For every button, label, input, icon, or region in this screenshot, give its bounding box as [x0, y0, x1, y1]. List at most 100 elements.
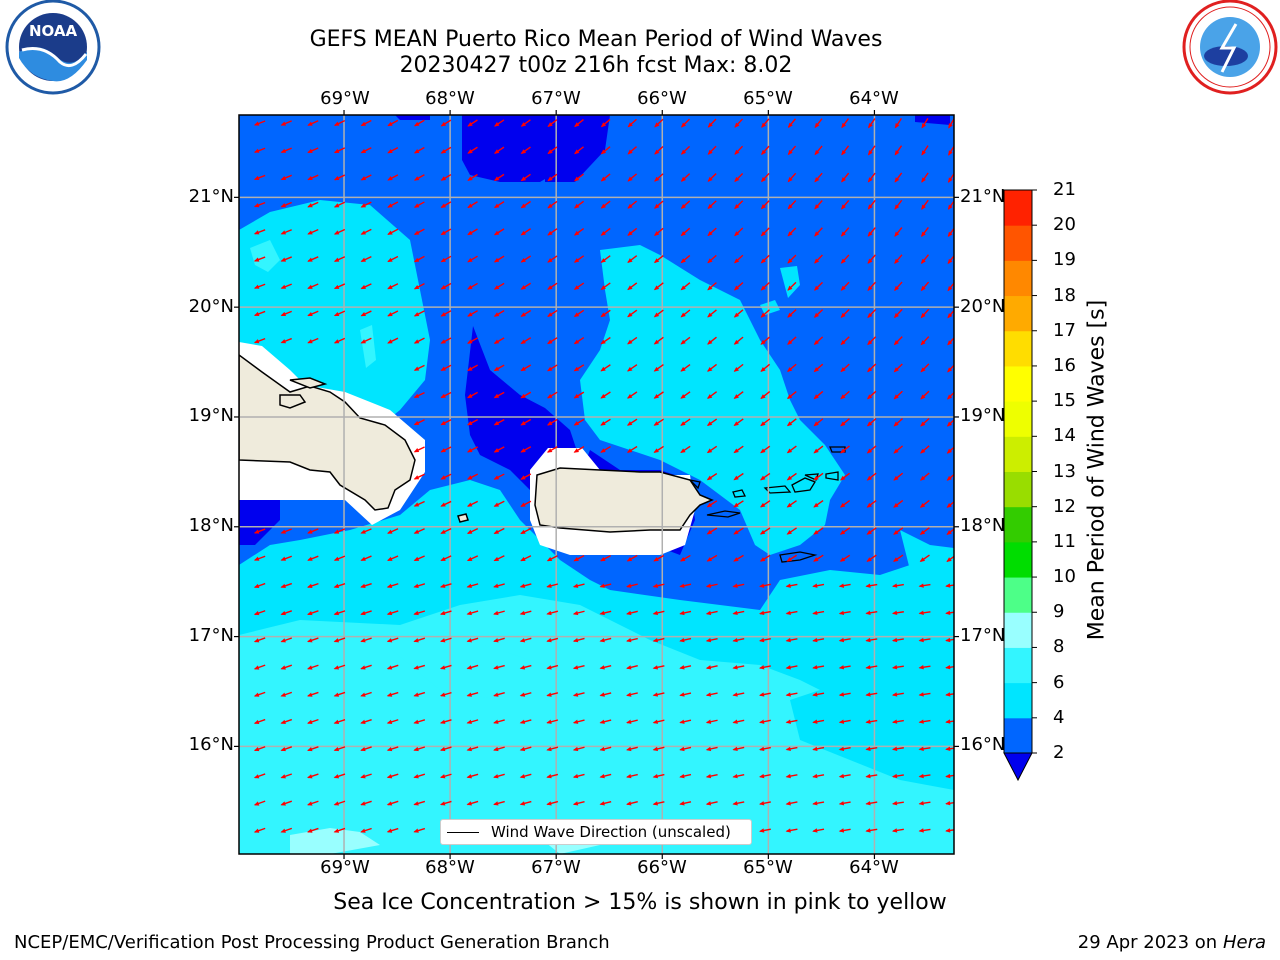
wave-direction-arrow [679, 637, 692, 643]
wave-direction-arrow [599, 692, 612, 697]
wave-direction-arrow [600, 364, 611, 372]
wave-direction-arrow [627, 255, 638, 263]
wave-direction-arrow [333, 119, 346, 127]
wave-direction-arrow [439, 583, 452, 588]
wave-direction-arrow [652, 719, 665, 724]
wave-direction-arrow [760, 363, 771, 372]
wave-direction-arrow [546, 800, 559, 806]
wave-direction-arrow [707, 363, 717, 372]
wave-direction-arrow [866, 554, 877, 562]
wave-direction-arrow [574, 119, 584, 128]
wave-direction-arrow [547, 364, 558, 372]
map-panel [239, 115, 954, 854]
wave-direction-arrow [652, 773, 665, 779]
wave-direction-arrow [520, 228, 531, 236]
wave-direction-arrow [919, 499, 930, 508]
wave-direction-arrow [280, 120, 292, 126]
wave-direction-arrow [760, 500, 771, 508]
wave-direction-arrow [547, 255, 558, 263]
wave-direction-arrow [546, 446, 558, 453]
wave-direction-arrow [760, 418, 771, 427]
wave-direction-arrow [466, 583, 479, 588]
wave-direction-arrow [733, 418, 744, 427]
wave-direction-arrow [945, 801, 954, 806]
wave-direction-arrow [520, 282, 532, 290]
wave-direction-arrow [600, 255, 611, 263]
wave-direction-arrow [920, 390, 930, 400]
wave-direction-arrow [253, 201, 266, 208]
wave-direction-arrow [707, 282, 717, 291]
wave-direction-arrow [680, 173, 691, 182]
wave-direction-arrow [493, 500, 505, 507]
wave-direction-arrow [493, 800, 505, 806]
wave-direction-arrow [733, 336, 744, 345]
wave-direction-arrow [866, 499, 877, 508]
wave-direction-arrow [626, 719, 638, 724]
colorbar-underflow-triangle [1003, 752, 1033, 782]
wave-direction-arrow [865, 719, 878, 724]
wave-direction-arrow [732, 610, 745, 616]
wave-direction-arrow [894, 281, 903, 292]
wave-direction-arrow [733, 391, 744, 399]
wave-direction-arrow [945, 828, 954, 833]
wave-direction-arrow [440, 173, 452, 181]
wave-direction-arrow [573, 337, 585, 345]
wave-direction-arrow [787, 145, 797, 156]
wave-direction-arrow [333, 719, 346, 724]
wave-direction-arrow [759, 637, 771, 643]
wave-direction-arrow [785, 583, 798, 588]
legend-line-swatch [447, 832, 479, 833]
wave-direction-arrow [626, 583, 638, 588]
wave-direction-arrow [333, 310, 346, 317]
wave-direction-arrow [813, 336, 824, 345]
wave-direction-arrow [732, 692, 745, 697]
wave-direction-arrow [360, 637, 372, 643]
wave-direction-arrow [840, 445, 850, 454]
wave-direction-arrow [547, 337, 558, 345]
wave-direction-arrow [413, 283, 425, 290]
wave-direction-arrow [307, 664, 319, 670]
wave-direction-arrow [386, 719, 399, 724]
wave-direction-arrow [493, 719, 505, 724]
wave-direction-arrow [894, 199, 903, 210]
colorbar-segment [1004, 506, 1032, 543]
wave-direction-arrow [494, 146, 505, 154]
wave-direction-arrow [574, 173, 584, 182]
wave-direction-arrow [360, 664, 372, 670]
wave-direction-arrow [546, 692, 559, 697]
wave-direction-arrow [599, 637, 612, 643]
wave-direction-arrow [573, 391, 585, 399]
axis-ticks [234, 110, 959, 859]
wave-direction-arrow [280, 147, 292, 153]
wave-direction-arrow [253, 637, 266, 643]
wave-direction-arrow [945, 637, 954, 643]
wave-direction-arrow [894, 145, 903, 156]
wave-direction-arrow [387, 283, 399, 290]
colorbar-segment [1004, 260, 1032, 297]
wave-direction-arrow [732, 719, 745, 724]
wave-direction-arrow [253, 555, 266, 561]
wave-direction-arrow [520, 473, 532, 480]
wave-direction-arrow [280, 827, 293, 833]
wave-direction-arrow [547, 146, 558, 155]
wave-direction-arrow [627, 309, 638, 318]
wave-direction-arrow [814, 118, 823, 129]
wave-direction-arrow [761, 145, 770, 156]
wave-direction-arrow [679, 719, 692, 724]
wave-direction-arrow [680, 418, 691, 426]
wave-direction-arrow [680, 309, 691, 318]
wave-direction-arrow [918, 773, 931, 779]
wave-direction-arrow [280, 664, 293, 670]
colorbar-tick-label: 13 [1053, 460, 1076, 482]
wave-direction-arrow [519, 746, 532, 752]
wave-direction-arrow [732, 637, 745, 643]
wave-direction-arrow [813, 363, 824, 373]
wave-direction-arrow [600, 118, 611, 128]
wave-direction-arrow [814, 172, 823, 183]
wave-direction-arrow [626, 637, 638, 643]
wave-direction-arrow [280, 610, 293, 616]
wave-direction-arrow [653, 282, 664, 291]
wave-direction-arrow [307, 610, 319, 616]
wave-direction-arrow [307, 582, 319, 588]
wave-direction-arrow [733, 472, 744, 481]
